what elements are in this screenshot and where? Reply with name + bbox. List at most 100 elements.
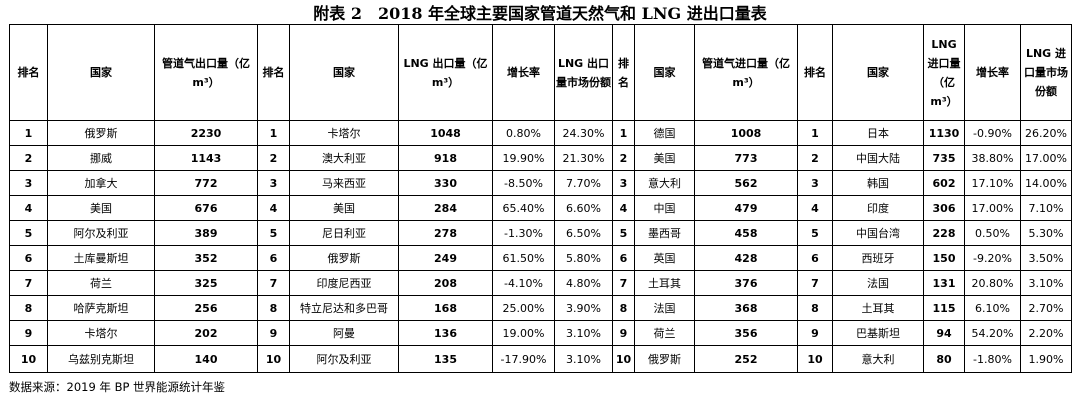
lng-export-cell: 135 — [398, 345, 493, 373]
country-cell: 卡塔尔 — [47, 320, 155, 346]
pipe-import-cell: 479 — [694, 195, 798, 221]
pipe-export-cell: 676 — [154, 195, 258, 221]
share-cell: 7.10% — [1020, 195, 1072, 221]
growth-cell: 6.10% — [964, 295, 1021, 321]
rank-cell: 8 — [9, 295, 48, 321]
header-lng-import: LNG 进口量（亿 m³） — [923, 24, 965, 121]
share-cell: 2.20% — [1020, 320, 1072, 346]
lng-import-cell: 80 — [923, 345, 965, 373]
country-cell: 印度 — [832, 195, 924, 221]
country-cell: 阿曼 — [289, 320, 399, 346]
share-cell: 26.20% — [1020, 120, 1072, 146]
share-cell: 14.00% — [1020, 170, 1072, 196]
growth-cell: 65.40% — [492, 195, 555, 221]
pipe-import-cell: 376 — [694, 270, 798, 296]
lng-import-cell: 115 — [923, 295, 965, 321]
lng-export-cell: 1048 — [398, 120, 493, 146]
share-cell: 6.50% — [554, 220, 613, 246]
pipe-import-cell: 252 — [694, 345, 798, 373]
country-cell: 美国 — [634, 145, 695, 171]
lng-export-cell: 278 — [398, 220, 493, 246]
share-cell: 2.70% — [1020, 295, 1072, 321]
country-cell: 马来西亚 — [289, 170, 399, 196]
pipe-export-cell: 1143 — [154, 145, 258, 171]
lng-import-cell: 131 — [923, 270, 965, 296]
rank-cell: 7 — [612, 270, 635, 296]
rank-cell: 6 — [797, 245, 833, 271]
pipe-export-cell: 325 — [154, 270, 258, 296]
rank-cell: 6 — [257, 245, 290, 271]
rank-cell: 1 — [9, 120, 48, 146]
country-cell: 卡塔尔 — [289, 120, 399, 146]
rank-cell: 8 — [797, 295, 833, 321]
country-cell: 韩国 — [832, 170, 924, 196]
growth-cell: 20.80% — [964, 270, 1021, 296]
rank-cell: 10 — [797, 345, 833, 373]
pipe-import-cell: 428 — [694, 245, 798, 271]
pipe-import-cell: 356 — [694, 320, 798, 346]
rank-cell: 5 — [9, 220, 48, 246]
lng-import-cell: 150 — [923, 245, 965, 271]
share-cell: 24.30% — [554, 120, 613, 146]
rank-cell: 7 — [9, 270, 48, 296]
rank-cell: 1 — [257, 120, 290, 146]
country-cell: 中国 — [634, 195, 695, 221]
country-cell: 尼日利亚 — [289, 220, 399, 246]
growth-cell: 0.50% — [964, 220, 1021, 246]
country-cell: 澳大利亚 — [289, 145, 399, 171]
lng-import-cell: 602 — [923, 170, 965, 196]
pipe-export-cell: 2230 — [154, 120, 258, 146]
rank-cell: 3 — [797, 170, 833, 196]
rank-cell: 4 — [612, 195, 635, 221]
growth-cell: 17.00% — [964, 195, 1021, 221]
share-cell: 7.70% — [554, 170, 613, 196]
pipe-export-cell: 202 — [154, 320, 258, 346]
rank-cell: 7 — [797, 270, 833, 296]
share-cell: 6.60% — [554, 195, 613, 221]
country-cell: 乌兹别克斯坦 — [47, 345, 155, 373]
table-row: 9 卡塔尔 202 9 阿曼 136 19.00% 3.10% 9 荷兰 356 9 巴基斯坦 94 54.… — [9, 320, 1072, 346]
country-cell: 加拿大 — [47, 170, 155, 196]
rank-cell: 10 — [612, 345, 635, 373]
rank-cell: 4 — [9, 195, 48, 221]
growth-cell: -8.50% — [492, 170, 555, 196]
header-rank: 排名 — [9, 24, 48, 121]
growth-cell: -4.10% — [492, 270, 555, 296]
rank-cell: 2 — [257, 145, 290, 171]
growth-cell: 38.80% — [964, 145, 1021, 171]
country-cell: 土耳其 — [634, 270, 695, 296]
lng-import-cell: 735 — [923, 145, 965, 171]
rank-cell: 2 — [612, 145, 635, 171]
header-country: 国家 — [634, 24, 695, 121]
header-lng-export: LNG 出口量（亿 m³） — [398, 24, 493, 121]
rank-cell: 9 — [257, 320, 290, 346]
table-body: 1 俄罗斯 2230 1 卡塔尔 1048 0.80% 24.30% 1 德国 1008 1 日本 113… — [9, 120, 1072, 373]
header-lng-export-share: LNG 出口量市场份额 — [554, 24, 613, 121]
country-cell: 法国 — [634, 295, 695, 321]
header-country: 国家 — [289, 24, 399, 121]
pipe-import-cell: 458 — [694, 220, 798, 246]
share-cell: 3.50% — [1020, 245, 1072, 271]
lng-import-cell: 1130 — [923, 120, 965, 146]
country-cell: 巴基斯坦 — [832, 320, 924, 346]
rank-cell: 4 — [797, 195, 833, 221]
country-cell: 阿尔及利亚 — [47, 220, 155, 246]
table-row: 10 乌兹别克斯坦 140 10 阿尔及利亚 135 -17.90% 3.10% 10 俄罗斯 25… — [9, 345, 1072, 373]
share-cell: 21.30% — [554, 145, 613, 171]
rank-cell: 9 — [9, 320, 48, 346]
rank-cell: 9 — [612, 320, 635, 346]
country-cell: 德国 — [634, 120, 695, 146]
lng-export-cell: 249 — [398, 245, 493, 271]
rank-cell: 6 — [9, 245, 48, 271]
share-cell: 3.90% — [554, 295, 613, 321]
growth-cell: 19.90% — [492, 145, 555, 171]
growth-cell: -0.90% — [964, 120, 1021, 146]
growth-cell: 25.00% — [492, 295, 555, 321]
rank-cell: 3 — [9, 170, 48, 196]
country-cell: 中国大陆 — [832, 145, 924, 171]
rank-cell: 3 — [612, 170, 635, 196]
header-country: 国家 — [832, 24, 924, 121]
growth-cell: -1.30% — [492, 220, 555, 246]
country-cell: 土库曼斯坦 — [47, 245, 155, 271]
